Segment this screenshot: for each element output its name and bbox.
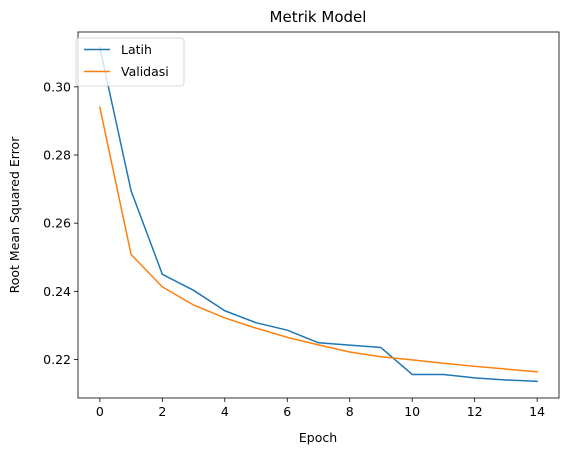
x-tick-label: 12 <box>467 404 483 419</box>
x-axis-label: Epoch <box>299 430 337 445</box>
series-line-validasi <box>98 106 538 373</box>
y-tick-label: 0.26 <box>43 216 71 231</box>
x-axis: 0 2 4 6 8 10 12 14 <box>96 398 545 419</box>
x-tick-label: 14 <box>529 404 545 419</box>
legend-label-latih: Latih <box>121 42 152 57</box>
x-tick-label: 8 <box>346 404 354 419</box>
legend-label-validasi: Validasi <box>121 64 169 79</box>
x-tick-label: 6 <box>283 404 291 419</box>
x-tick-label: 2 <box>158 404 166 419</box>
legend: Latih Validasi <box>75 37 185 87</box>
y-tick-label: 0.22 <box>43 352 71 367</box>
y-tick-label: 0.28 <box>43 148 71 163</box>
x-tick-label: 10 <box>404 404 420 419</box>
y-axis: 0.22 0.24 0.26 0.28 0.30 <box>43 79 78 367</box>
x-tick-label: 0 <box>96 404 104 419</box>
plot-area-frame <box>77 31 560 399</box>
y-tick-label: 0.30 <box>43 79 71 94</box>
chart-title: Metrik Model <box>270 8 367 26</box>
x-tick-label: 4 <box>221 404 229 419</box>
y-tick-label: 0.24 <box>43 284 71 299</box>
y-axis-label: Root Mean Squared Error <box>7 136 22 294</box>
series-line-latih <box>98 46 538 383</box>
series-layer <box>98 46 538 383</box>
